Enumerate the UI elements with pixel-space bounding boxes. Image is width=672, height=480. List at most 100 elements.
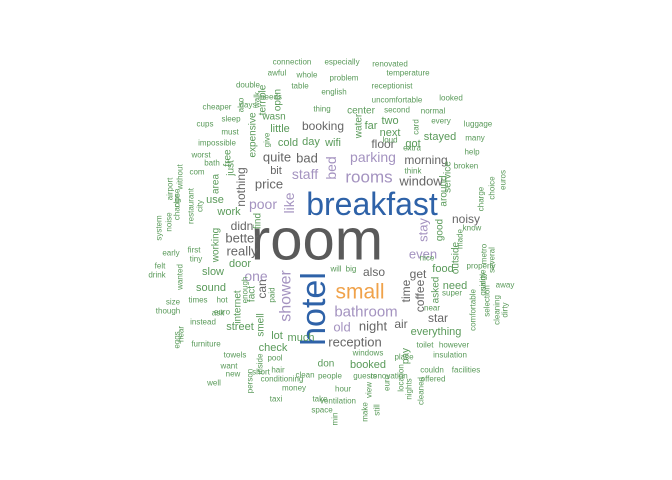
word-problem: problem xyxy=(330,74,359,83)
word-hot: hot xyxy=(216,296,228,305)
word-open: open xyxy=(273,89,284,111)
word-wanted: wanted xyxy=(176,264,185,291)
word-area: area xyxy=(211,174,222,194)
word-noise: noise xyxy=(165,212,174,232)
word-also: also xyxy=(237,97,246,112)
word-insulation: insulation xyxy=(433,351,467,360)
word-still: still xyxy=(373,404,382,416)
word-change: change xyxy=(173,193,182,220)
word-facilities: facilities xyxy=(452,366,480,375)
word-dirty: dirty xyxy=(501,302,510,317)
word-think: think xyxy=(405,167,423,176)
word-help: help xyxy=(464,148,480,157)
word-nights: nights xyxy=(405,378,414,399)
word-small: small xyxy=(335,281,384,304)
word-needs: needs xyxy=(260,93,282,102)
word-extra: extra xyxy=(403,144,421,153)
word-thing: thing xyxy=(313,105,330,114)
word-renovation: renovation xyxy=(370,372,407,381)
word-noisy: noisy xyxy=(452,212,480,226)
word-booking: booking xyxy=(302,119,344,133)
word-big: big xyxy=(346,265,357,274)
word-new: new xyxy=(226,370,241,379)
word-instead: instead xyxy=(190,318,216,327)
word-days: days xyxy=(240,101,257,110)
word-awful: awful xyxy=(268,69,287,78)
word-sleep: sleep xyxy=(221,115,241,124)
word-street: street xyxy=(226,321,254,333)
word-airport: airport xyxy=(166,177,175,200)
word-offered: offered xyxy=(421,375,446,384)
word-rooms: rooms xyxy=(345,168,392,187)
word-quality: quality xyxy=(479,272,488,295)
word-euro: euro xyxy=(214,308,231,317)
word-floor: floor xyxy=(371,137,394,151)
word-pay: pay xyxy=(401,348,412,364)
word-paid: paid xyxy=(268,287,277,302)
word-without: without xyxy=(176,164,185,191)
word-size: size xyxy=(166,298,181,307)
word-service: service xyxy=(443,161,454,193)
word-early: early xyxy=(162,249,179,258)
word-receptionist: receptionist xyxy=(372,82,414,91)
word-smell: smell xyxy=(256,313,267,336)
word-check: check xyxy=(259,342,288,354)
word-much: much xyxy=(288,332,315,344)
word-connection: connection xyxy=(273,58,312,67)
word-better: better xyxy=(225,231,259,246)
word-impossible: impossible xyxy=(198,139,236,148)
word-find: find xyxy=(253,213,264,229)
word-get: get xyxy=(410,267,427,281)
word-card: card xyxy=(412,119,421,135)
word-couldn: couldn xyxy=(420,366,444,375)
word-window: window xyxy=(398,174,443,189)
word-parking: parking xyxy=(350,149,396,165)
word-sound: sound xyxy=(196,282,226,294)
word-many: many xyxy=(465,134,485,143)
word-time: time xyxy=(399,279,413,302)
word-single: single xyxy=(479,269,488,290)
word-night: night xyxy=(359,319,388,334)
word-euro: euro xyxy=(383,374,392,391)
word-make: make xyxy=(361,402,370,422)
word-breakfast: breakfast xyxy=(306,186,438,222)
word-hotel: hotel xyxy=(295,272,333,346)
word-shower: shower xyxy=(278,270,295,322)
word-table: table xyxy=(291,82,309,91)
word-space: space xyxy=(311,406,333,415)
word-double: double xyxy=(236,81,261,90)
word-eggs: eggs xyxy=(173,331,182,348)
word-walk: walk xyxy=(253,91,262,109)
word-hair: hair xyxy=(271,366,285,375)
word-outside: outside xyxy=(451,241,462,274)
word-wasn: wasn xyxy=(261,112,285,123)
word-pool: pool xyxy=(267,354,282,363)
word-fact: fact xyxy=(247,286,258,302)
word-want: want xyxy=(220,362,239,371)
word-like: like xyxy=(281,192,297,213)
word-looked: looked xyxy=(439,94,463,103)
word-morning: morning xyxy=(404,153,447,167)
word-temperature: temperature xyxy=(386,69,430,78)
word-slow: slow xyxy=(202,266,224,278)
word-selection: selection xyxy=(483,285,492,317)
word-bad: bad xyxy=(296,151,318,166)
word-tiny: tiny xyxy=(190,255,202,264)
word-enough: enough xyxy=(241,277,250,304)
word-stay: stay xyxy=(416,218,431,242)
word-water: water xyxy=(354,113,365,139)
word-choice: choice xyxy=(488,176,497,200)
word-charge: charge xyxy=(477,186,486,211)
word-good: good xyxy=(435,219,446,241)
word-work: work xyxy=(216,206,241,218)
word-free: free xyxy=(223,149,234,167)
word-asked: asked xyxy=(431,277,442,304)
word-euros: euros xyxy=(499,170,508,190)
word-just: just xyxy=(226,160,237,177)
word-people: people xyxy=(318,372,343,381)
word-away: away xyxy=(496,281,515,290)
word-air: air xyxy=(394,317,407,331)
word-need: need xyxy=(443,280,467,292)
